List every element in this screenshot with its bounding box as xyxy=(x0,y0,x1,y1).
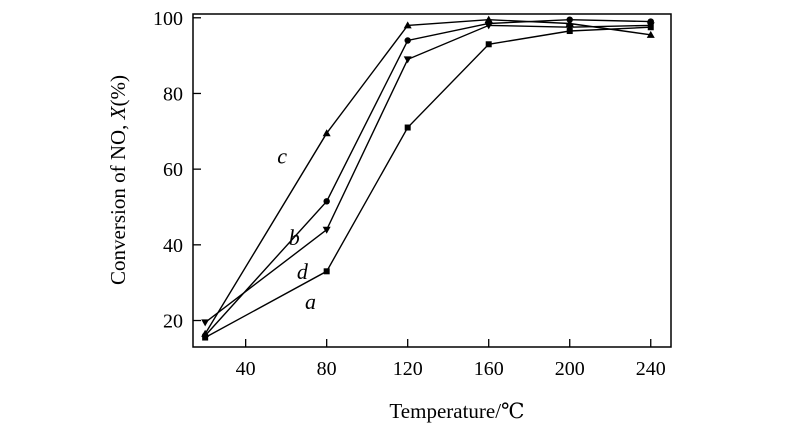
series-markers xyxy=(201,15,655,341)
point-d-160 xyxy=(484,22,493,30)
x-tick-label-120: 120 xyxy=(393,358,423,380)
x-axis-title: Temperature/℃ xyxy=(389,399,524,423)
point-a-160 xyxy=(485,41,492,48)
series-lines xyxy=(204,18,651,339)
series-line-a xyxy=(204,26,651,339)
series-line-d xyxy=(204,24,651,323)
series-label-a: a xyxy=(305,289,316,314)
x-tick-label-200: 200 xyxy=(555,358,585,380)
point-d-20 xyxy=(201,319,210,327)
point-c-80 xyxy=(322,129,331,137)
point-d-240 xyxy=(646,22,655,30)
series-line-c xyxy=(204,18,651,335)
plot-border xyxy=(192,13,672,348)
x-tick-label-240: 240 xyxy=(636,358,666,380)
point-c-20 xyxy=(201,329,210,337)
x-tick-label-40: 40 xyxy=(236,358,256,380)
point-d-80 xyxy=(322,226,331,234)
series-annotations: a b c d xyxy=(277,143,316,314)
series-label-d: d xyxy=(297,259,309,284)
series-line-b xyxy=(204,18,651,337)
y-axis-title: Conversion of NO, X(%) xyxy=(106,75,130,285)
point-c-240 xyxy=(646,30,655,38)
y-tick-label-20: 20 xyxy=(163,311,183,333)
point-b-120 xyxy=(404,37,411,44)
y-tick-label-40: 40 xyxy=(163,235,183,257)
point-c-160 xyxy=(484,15,493,23)
point-c-120 xyxy=(403,21,412,29)
x-axis-ticks: 40 80 120 160 200 240 xyxy=(236,339,666,380)
point-a-80 xyxy=(323,268,330,275)
point-b-80 xyxy=(323,198,330,205)
point-d-120 xyxy=(403,56,412,64)
y-axis-title-variable: X xyxy=(106,105,130,120)
y-axis-ticks: 20 40 60 80 100 xyxy=(153,8,201,333)
y-tick-label-60: 60 xyxy=(163,159,183,181)
x-tick-label-80: 80 xyxy=(317,358,337,380)
y-axis-title-prefix: Conversion of NO, xyxy=(106,119,130,285)
y-tick-label-80: 80 xyxy=(163,83,183,105)
y-axis-title-suffix: (%) xyxy=(106,75,130,106)
y-tick-label-100: 100 xyxy=(153,8,183,30)
series-label-c: c xyxy=(277,143,287,168)
point-d-200 xyxy=(565,24,574,32)
series-label-b: b xyxy=(289,225,300,250)
x-tick-label-160: 160 xyxy=(474,358,504,380)
plot-frame xyxy=(192,13,672,348)
point-a-120 xyxy=(404,124,411,131)
